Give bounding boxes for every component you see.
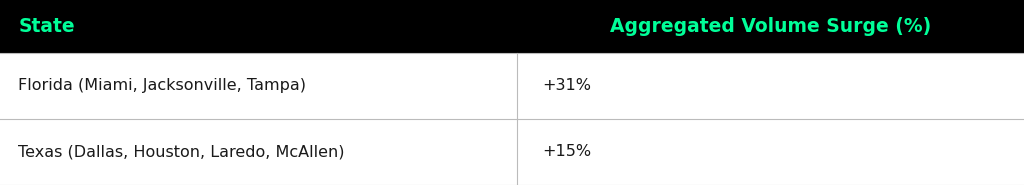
Text: State: State: [18, 17, 75, 36]
Bar: [0, 0, 1024, 53]
Text: +15%: +15%: [543, 144, 592, 159]
Text: Texas (Dallas, Houston, Laredo, McAllen): Texas (Dallas, Houston, Laredo, McAllen): [18, 144, 345, 159]
Bar: [0, 53, 1024, 119]
Text: +31%: +31%: [543, 78, 592, 93]
Bar: [0, 119, 1024, 185]
Text: Florida (Miami, Jacksonville, Tampa): Florida (Miami, Jacksonville, Tampa): [18, 78, 306, 93]
Text: Aggregated Volume Surge (%): Aggregated Volume Surge (%): [610, 17, 931, 36]
